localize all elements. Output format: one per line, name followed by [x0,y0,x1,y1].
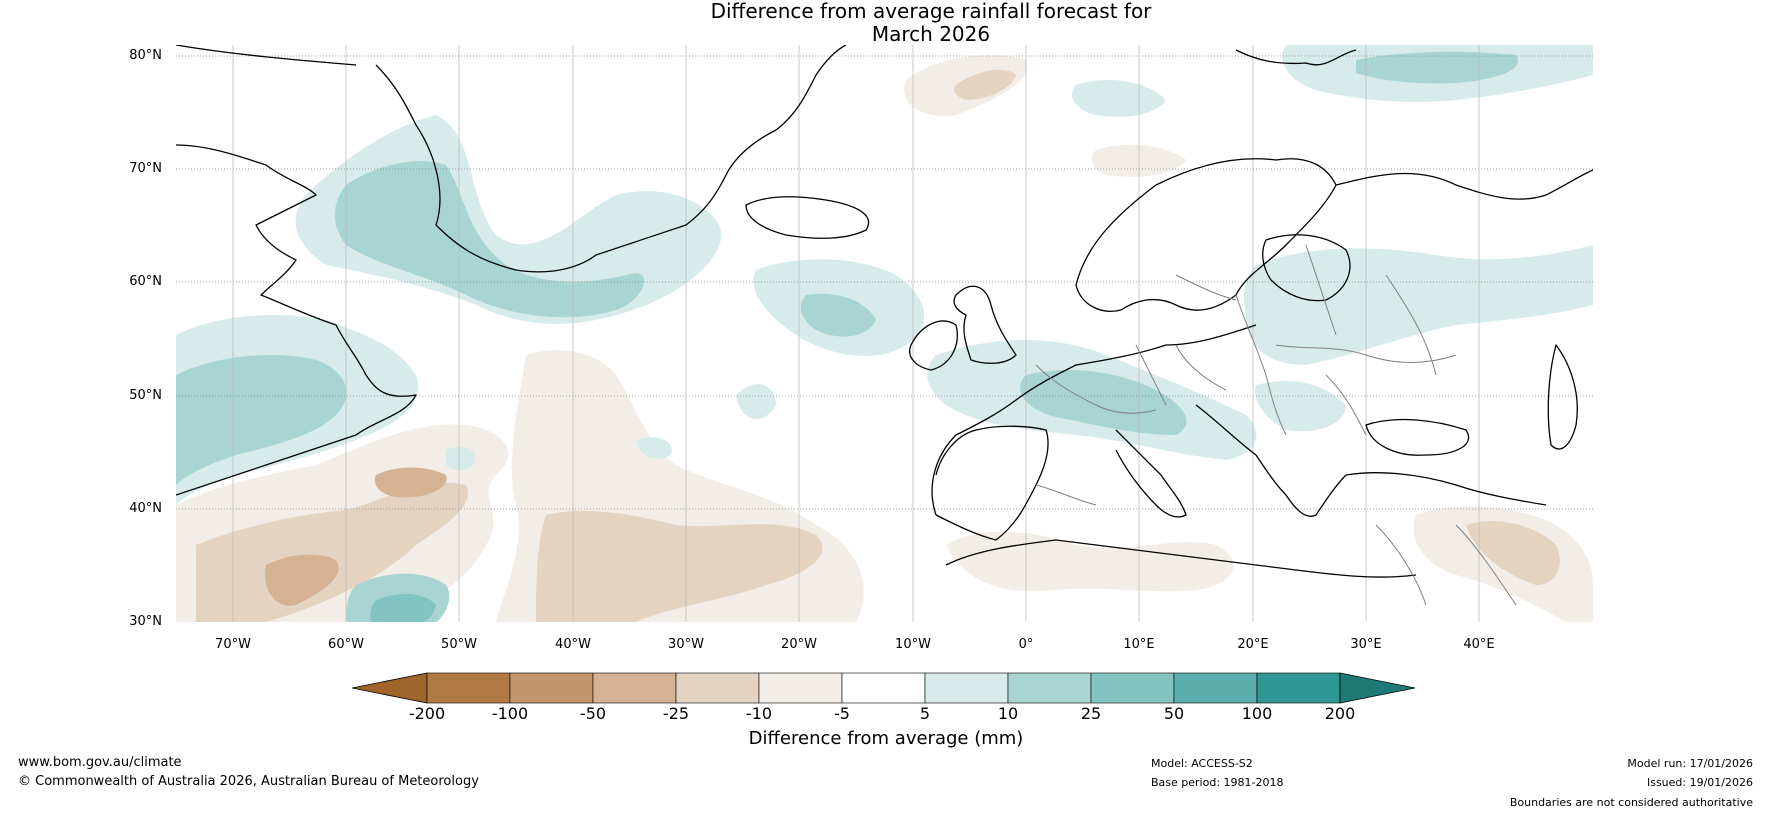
lat-label-40n: 40°N [129,501,162,516]
issued-text: Issued: 19/01/2026 [1646,776,1753,789]
website-text: www.bom.gov.au/climate [18,755,182,770]
lon-label-60w: 60°W [328,637,364,652]
chart-title: Difference from average rainfall forecas… [0,0,1770,46]
wet-area-balkans [1255,381,1346,432]
colorbar-segment [1256,672,1341,704]
coast-greenland-north [176,45,357,66]
dry-area-southwest-core [265,554,339,606]
colorbar-tick-label: 10 [997,704,1019,723]
wet-area-small-1 [446,446,476,471]
colorbar-extend-low [352,672,428,704]
wet-area-greenland-mid [334,161,645,318]
colorbar-tick-label: 5 [919,704,931,723]
lon-label-50w: 50°W [441,637,477,652]
coast-black-sea [1365,418,1470,456]
disclaimer-text: Boundaries are not considered authoritat… [1509,796,1753,809]
lon-label-10w: 10°W [895,637,931,652]
lat-label-30n: 30°N [129,614,162,629]
coast-britain [953,285,1017,364]
lon-label-20e: 20°E [1237,637,1269,652]
lon-label-30w: 30°W [668,637,704,652]
colorbar-segment [675,672,760,704]
colorbar-segment [924,672,1009,704]
dry-area-southwest-mid [196,482,468,622]
lat-label-80n: 80°N [129,48,162,63]
colorbar-tick-label: -5 [834,704,850,723]
coast-turkey [1345,472,1547,506]
coast-italy [1115,429,1187,518]
coast-svalbard [1235,49,1357,66]
dry-area-north-africa [946,531,1234,592]
lon-label-40w: 40°W [555,637,591,652]
lon-label-10e: 10°E [1123,637,1155,652]
colorbar-segment [509,672,594,704]
coast-iberia [935,425,1049,541]
coast-balkans [1195,404,1347,517]
lon-label-40e: 40°E [1463,637,1495,652]
model-text: Model: ACCESS-S2 [1151,757,1253,770]
colorbar-tick-label: 100 [1241,704,1273,723]
lon-label-30e: 30°E [1350,637,1382,652]
wet-area-small-3 [736,384,776,419]
colorbar-tick-label: -25 [662,704,690,723]
model-run-text: Model run: 17/01/2026 [1627,757,1753,770]
lat-label-70n: 70°N [129,161,162,176]
dry-anomaly-areas [176,55,1593,622]
wet-area-russia [1244,245,1593,365]
colorbar-segment [758,672,843,704]
wet-area-atlantic-mid-core [800,293,876,337]
colorbar-extend-high [1339,672,1416,704]
coast-caspian [1547,344,1578,450]
colorbar-segment [592,672,677,704]
coast-russia-north [1335,169,1593,200]
lon-label-70w: 70°W [215,637,251,652]
wet-area-south-atlantic-core [370,593,436,622]
colorbar-tick-label: -200 [408,704,446,723]
coast-north-africa [945,539,1417,578]
wet-area-arctic-core [1356,51,1518,84]
colorbar [352,672,1416,704]
wet-area-small-2 [636,437,672,459]
lat-label-60n: 60°N [129,274,162,289]
colorbar-tick-label: 25 [1080,704,1102,723]
coast-finland [1262,234,1351,302]
colorbar-title: Difference from average (mm) [748,728,1024,749]
wet-area-barents [1072,80,1166,117]
colorbar-tick-label: -50 [579,704,607,723]
dry-area-middle-east-core [1466,521,1560,585]
lon-label-20w: 20°W [781,637,817,652]
base-period-text: Base period: 1981-2018 [1151,776,1284,789]
map-svg [176,45,1593,622]
title-line-2: March 2026 [871,22,991,46]
rainfall-map [176,45,1593,622]
copyright-text: © Commonwealth of Australia 2026, Austra… [18,774,479,789]
coast-greenland [375,45,847,273]
coastlines [176,45,1593,578]
title-line-1: Difference from average rainfall forecas… [710,0,1152,23]
lon-label-0: 0° [1018,637,1034,652]
coast-europe-west [931,324,1257,516]
dry-area-southwest-core2 [374,467,447,498]
dry-area-iceland-north-core [954,69,1016,100]
coast-north-america [176,144,417,496]
colorbar-segment [841,672,926,704]
colorbar-tick-label: 200 [1324,704,1356,723]
colorbar-tick-label: -100 [491,704,529,723]
lat-label-50n: 50°N [129,388,162,403]
colorbar-segment [426,672,511,704]
colorbar-segment [1007,672,1092,704]
coast-iceland [745,196,870,239]
colorbar-tick-label: -10 [745,704,773,723]
colorbar-segment [1173,672,1258,704]
colorbar-tick-label: 50 [1163,704,1185,723]
gridlines [176,55,1593,510]
colorbar-segment [1090,672,1175,704]
wet-area-labrador-mid [176,355,347,485]
coast-scandinavia [1075,158,1337,312]
meridians [232,45,1480,622]
dry-area-central-atlantic-mid [536,510,823,622]
country-borders [1035,244,1517,606]
coast-ireland [909,320,958,371]
